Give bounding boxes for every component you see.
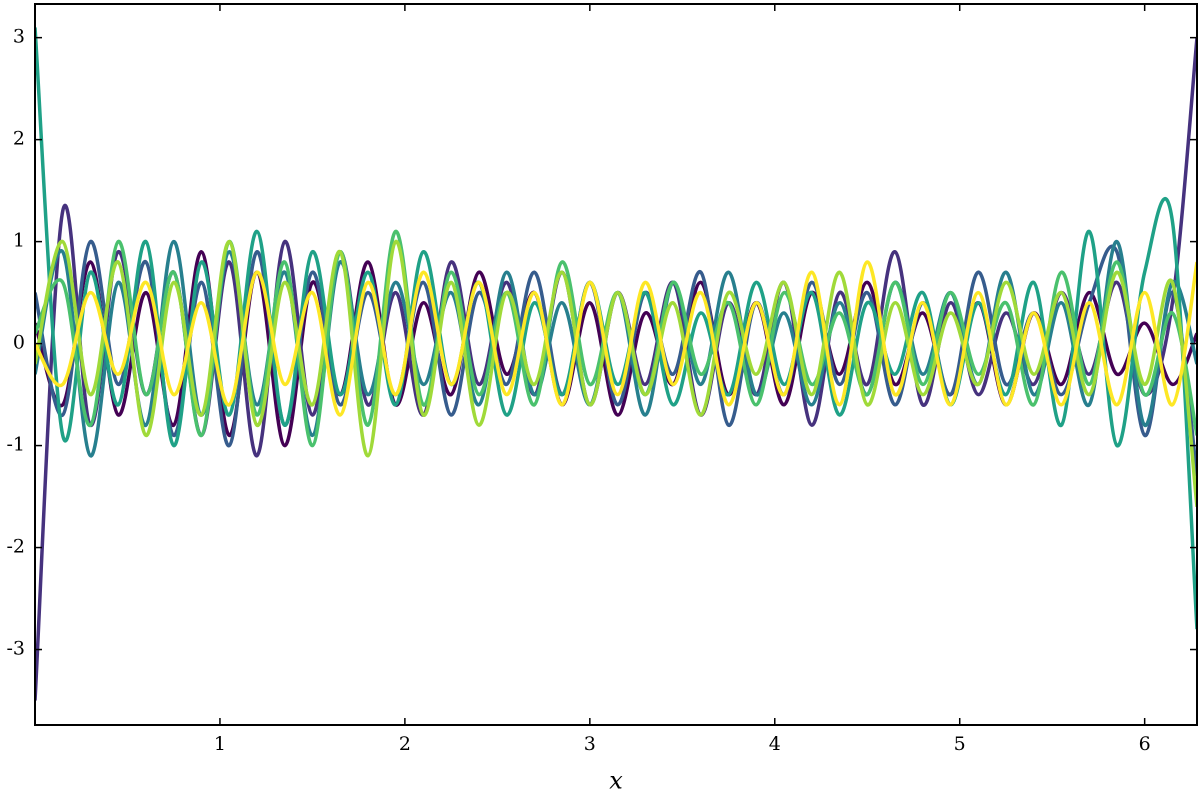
- series-line: [35, 260, 1197, 417]
- series-line: [35, 239, 1197, 507]
- y-tick-label: -1: [6, 434, 25, 456]
- x-tick-label: 4: [769, 733, 781, 755]
- y-tick-label: -3: [6, 638, 25, 660]
- x-axis-label: x: [609, 767, 623, 795]
- y-tick-label: 1: [13, 230, 25, 252]
- x-tick-label: 6: [1139, 733, 1151, 755]
- y-tick-label: 2: [13, 128, 25, 150]
- x-tick-label: 2: [399, 733, 411, 755]
- plot-frame: [34, 3, 1198, 726]
- plot-lines: [35, 27, 1197, 701]
- x-tick-label: 5: [954, 733, 966, 755]
- x-tick-label: 1: [214, 733, 226, 755]
- y-tick-label: 0: [13, 332, 25, 354]
- y-tick-label: 3: [13, 26, 25, 48]
- x-tick-label: 3: [584, 733, 596, 755]
- y-tick-label: -2: [6, 536, 25, 558]
